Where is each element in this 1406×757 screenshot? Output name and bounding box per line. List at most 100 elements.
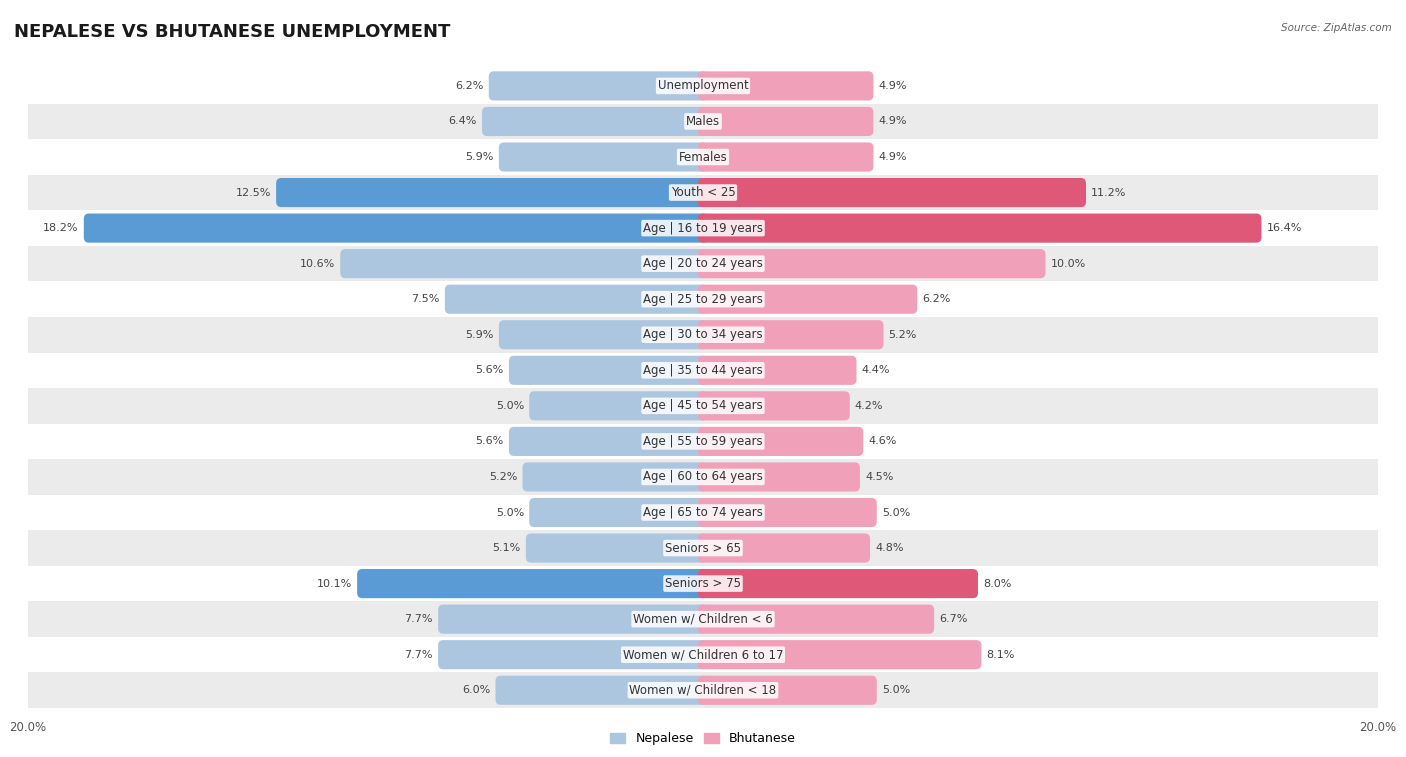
FancyBboxPatch shape (697, 391, 849, 420)
Text: 4.4%: 4.4% (862, 366, 890, 375)
FancyBboxPatch shape (697, 569, 979, 598)
FancyBboxPatch shape (697, 320, 883, 349)
FancyBboxPatch shape (697, 676, 877, 705)
Text: 5.0%: 5.0% (882, 507, 910, 518)
Text: 7.7%: 7.7% (405, 650, 433, 659)
Text: Age | 65 to 74 years: Age | 65 to 74 years (643, 506, 763, 519)
Text: 4.8%: 4.8% (875, 543, 904, 553)
FancyBboxPatch shape (526, 534, 709, 562)
FancyBboxPatch shape (509, 427, 709, 456)
Text: Males: Males (686, 115, 720, 128)
Bar (28, 139, 1378, 175)
Text: Age | 16 to 19 years: Age | 16 to 19 years (643, 222, 763, 235)
Bar (28, 104, 1378, 139)
Text: 18.2%: 18.2% (44, 223, 79, 233)
FancyBboxPatch shape (697, 285, 917, 314)
Text: Age | 25 to 29 years: Age | 25 to 29 years (643, 293, 763, 306)
Text: 4.9%: 4.9% (879, 152, 907, 162)
Text: 5.2%: 5.2% (889, 330, 917, 340)
Bar (28, 530, 1378, 565)
Text: NEPALESE VS BHUTANESE UNEMPLOYMENT: NEPALESE VS BHUTANESE UNEMPLOYMENT (14, 23, 450, 41)
Text: 6.4%: 6.4% (449, 117, 477, 126)
Bar (28, 601, 1378, 637)
Bar (28, 317, 1378, 353)
Text: Age | 45 to 54 years: Age | 45 to 54 years (643, 400, 763, 413)
Text: Women w/ Children 6 to 17: Women w/ Children 6 to 17 (623, 648, 783, 661)
Bar (28, 68, 1378, 104)
Text: 5.6%: 5.6% (475, 436, 503, 447)
Text: Women w/ Children < 18: Women w/ Children < 18 (630, 684, 776, 696)
FancyBboxPatch shape (697, 534, 870, 562)
FancyBboxPatch shape (276, 178, 709, 207)
FancyBboxPatch shape (84, 213, 709, 243)
Text: 6.0%: 6.0% (463, 685, 491, 695)
Text: 8.0%: 8.0% (983, 578, 1011, 589)
FancyBboxPatch shape (697, 498, 877, 527)
Text: 6.7%: 6.7% (939, 614, 967, 625)
Text: 6.2%: 6.2% (922, 294, 950, 304)
Text: 4.5%: 4.5% (865, 472, 893, 482)
Text: 5.0%: 5.0% (882, 685, 910, 695)
Text: 4.9%: 4.9% (879, 81, 907, 91)
FancyBboxPatch shape (499, 320, 709, 349)
Bar (28, 459, 1378, 495)
Text: Source: ZipAtlas.com: Source: ZipAtlas.com (1281, 23, 1392, 33)
Text: Age | 20 to 24 years: Age | 20 to 24 years (643, 257, 763, 270)
FancyBboxPatch shape (697, 107, 873, 136)
FancyBboxPatch shape (489, 71, 709, 101)
Bar (28, 565, 1378, 601)
FancyBboxPatch shape (439, 640, 709, 669)
FancyBboxPatch shape (697, 427, 863, 456)
Text: 4.6%: 4.6% (869, 436, 897, 447)
Bar (28, 282, 1378, 317)
FancyBboxPatch shape (340, 249, 709, 279)
Text: 5.2%: 5.2% (489, 472, 517, 482)
Bar (28, 424, 1378, 459)
FancyBboxPatch shape (529, 498, 709, 527)
Bar (28, 210, 1378, 246)
Text: 10.0%: 10.0% (1050, 259, 1085, 269)
Text: Age | 55 to 59 years: Age | 55 to 59 years (643, 435, 763, 448)
Bar (28, 495, 1378, 530)
FancyBboxPatch shape (697, 142, 873, 172)
Bar (28, 246, 1378, 282)
Text: 5.9%: 5.9% (465, 152, 494, 162)
FancyBboxPatch shape (439, 605, 709, 634)
Text: 5.9%: 5.9% (465, 330, 494, 340)
FancyBboxPatch shape (495, 676, 709, 705)
FancyBboxPatch shape (357, 569, 709, 598)
Text: 4.9%: 4.9% (879, 117, 907, 126)
Text: Seniors > 75: Seniors > 75 (665, 577, 741, 590)
Text: Youth < 25: Youth < 25 (671, 186, 735, 199)
Text: 7.7%: 7.7% (405, 614, 433, 625)
Text: Age | 30 to 34 years: Age | 30 to 34 years (643, 329, 763, 341)
Text: 4.2%: 4.2% (855, 401, 883, 411)
Text: 5.1%: 5.1% (492, 543, 520, 553)
Text: 11.2%: 11.2% (1091, 188, 1126, 198)
FancyBboxPatch shape (499, 142, 709, 172)
FancyBboxPatch shape (523, 463, 709, 491)
FancyBboxPatch shape (697, 71, 873, 101)
FancyBboxPatch shape (697, 605, 934, 634)
FancyBboxPatch shape (697, 178, 1085, 207)
Text: 10.1%: 10.1% (316, 578, 352, 589)
Text: 5.0%: 5.0% (496, 507, 524, 518)
FancyBboxPatch shape (509, 356, 709, 385)
Bar (28, 353, 1378, 388)
Legend: Nepalese, Bhutanese: Nepalese, Bhutanese (606, 727, 800, 750)
Text: Women w/ Children < 6: Women w/ Children < 6 (633, 612, 773, 625)
Text: Seniors > 65: Seniors > 65 (665, 541, 741, 555)
Text: Females: Females (679, 151, 727, 164)
Bar (28, 672, 1378, 708)
Text: 6.2%: 6.2% (456, 81, 484, 91)
Bar (28, 637, 1378, 672)
Text: 8.1%: 8.1% (987, 650, 1015, 659)
Bar (28, 388, 1378, 424)
FancyBboxPatch shape (529, 391, 709, 420)
FancyBboxPatch shape (697, 463, 860, 491)
Text: Unemployment: Unemployment (658, 79, 748, 92)
Text: Age | 35 to 44 years: Age | 35 to 44 years (643, 364, 763, 377)
FancyBboxPatch shape (697, 640, 981, 669)
FancyBboxPatch shape (444, 285, 709, 314)
Text: 5.0%: 5.0% (496, 401, 524, 411)
